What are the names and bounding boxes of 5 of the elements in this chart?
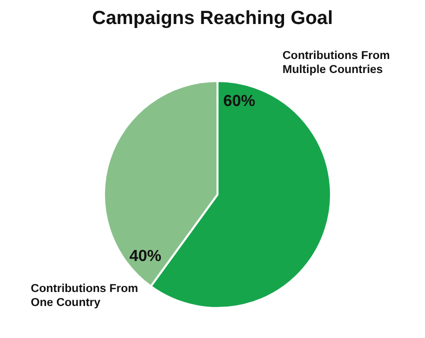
chart-title: Campaigns Reaching Goal (91, 8, 334, 30)
slice-label: Contributions From One Country (30, 283, 138, 310)
data-label: 40% (129, 248, 162, 266)
slice-label: Contributions From Multiple Countries (282, 50, 390, 76)
data-label: 60% (223, 93, 256, 110)
